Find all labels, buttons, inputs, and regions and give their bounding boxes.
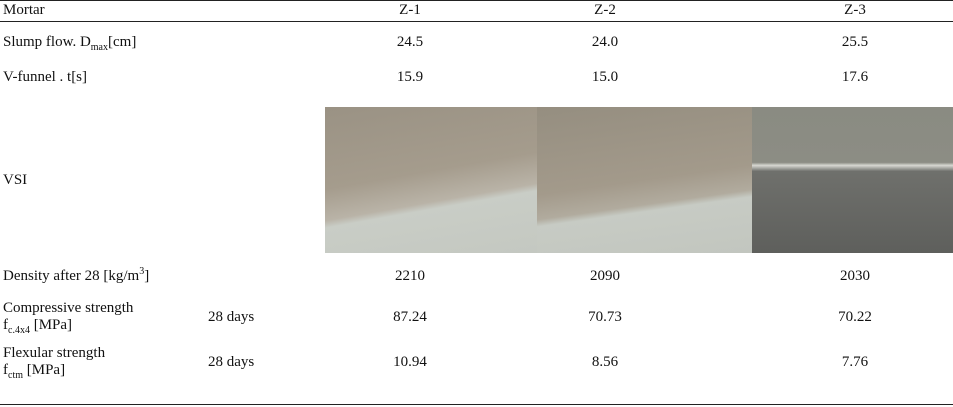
label-text: [MPa] [30, 317, 72, 333]
label-text: ] [144, 268, 149, 284]
row-label: VSI [3, 172, 27, 189]
row-label: Density after 28 [kg/m3] [3, 268, 149, 285]
value: 7.76 [842, 354, 868, 371]
top-rule [0, 0, 953, 1]
value: 2090 [590, 268, 620, 285]
table: Mortar Z-1 Z-2 Z-3 Slump flow. Dmax[cm] 24.5 2… [0, 0, 953, 407]
label-text: [cm] [108, 34, 136, 50]
vsi-photo [325, 107, 537, 253]
vsi-photo [752, 107, 953, 253]
header-cell: Z-1 [399, 2, 421, 19]
value: 70.73 [588, 309, 622, 326]
row-label: V-funnel . t[s] [3, 69, 87, 86]
value: 15.9 [397, 69, 423, 86]
value: 87.24 [393, 309, 427, 326]
vsi-photo [537, 107, 752, 253]
label-text: [MPa] [23, 362, 65, 378]
value: 8.56 [592, 354, 618, 371]
row-label: Slump flow. Dmax[cm] [3, 34, 136, 51]
label-text: V-funnel . t[s] [3, 69, 87, 85]
age: 28 days [208, 309, 254, 326]
subscript: max [91, 42, 108, 53]
value: 25.5 [842, 34, 868, 51]
label-text: Compressive strength [3, 300, 133, 316]
value: 2210 [395, 268, 425, 285]
header-rule [0, 21, 953, 22]
label-text: Density after 28 [kg/m [3, 268, 139, 284]
label-text: Flexular strength [3, 345, 105, 361]
age: 28 days [208, 354, 254, 371]
value: 2030 [840, 268, 870, 285]
value: 10.94 [393, 354, 427, 371]
header-cell: Z-2 [594, 2, 616, 19]
value: 17.6 [842, 69, 868, 86]
value: 24.0 [592, 34, 618, 51]
header-cell: Mortar [3, 2, 45, 19]
subscript: c.4x4 [8, 325, 30, 336]
subscript: ctm [8, 370, 23, 381]
label-text: VSI [3, 172, 27, 188]
value: 15.0 [592, 69, 618, 86]
value: 24.5 [397, 34, 423, 51]
label-text: Slump flow. D [3, 34, 91, 50]
header-cell: Z-3 [844, 2, 866, 19]
value: 70.22 [838, 309, 872, 326]
bottom-rule [0, 404, 953, 405]
